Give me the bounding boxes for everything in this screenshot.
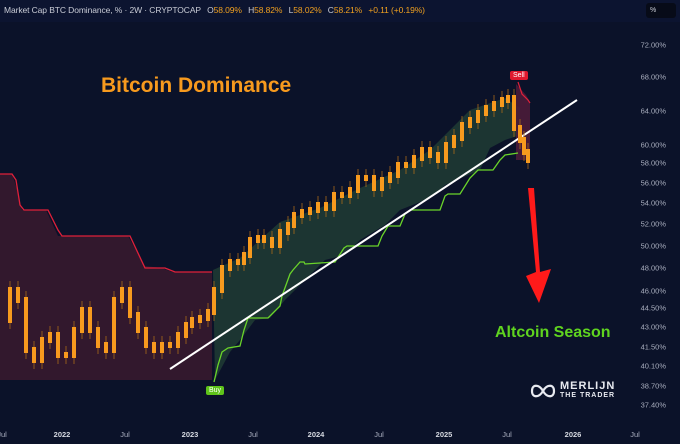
y-axis-label: 64.00% xyxy=(640,106,666,116)
logo-line1: MERLIJN xyxy=(560,380,616,392)
buy-signal-badge: Buy xyxy=(206,386,225,395)
symbol-title: Market Cap BTC Dominance, % · 2W · CRYPT… xyxy=(4,5,201,15)
y-axis-label: 58.00% xyxy=(640,158,666,168)
x-axis-label: 2024 xyxy=(307,430,325,439)
x-axis-label: Jul xyxy=(502,430,512,439)
down-arrow-icon xyxy=(526,188,551,303)
sell-stop-line xyxy=(517,81,531,104)
high-value: 58.82% xyxy=(254,5,283,15)
x-axis-label: Jul xyxy=(374,430,384,439)
x-axis-label: Jul xyxy=(248,430,258,439)
y-axis-label: 40.10% xyxy=(640,361,666,371)
y-axis-label: 52.00% xyxy=(640,219,666,229)
x-axis-label: 2026 xyxy=(564,430,582,439)
x-axis-label: Jul xyxy=(0,430,7,439)
support-line xyxy=(213,152,519,383)
low-value: 58.02% xyxy=(293,5,322,15)
y-axis-label: 48.00% xyxy=(640,263,666,273)
symbol-legend[interactable]: Market Cap BTC Dominance, % · 2W · CRYPT… xyxy=(4,5,425,15)
bear-band xyxy=(0,174,212,380)
y-axis-label: 37.40% xyxy=(640,400,666,410)
x-axis-label: Jul xyxy=(120,430,130,439)
merlijn-logo: MERLIJN THE TRADER xyxy=(530,380,630,402)
y-axis-label: 46.00% xyxy=(640,286,666,296)
y-axis-label: 60.00% xyxy=(640,140,666,150)
chart-title-annotation: Bitcoin Dominance xyxy=(101,74,292,97)
chart-header: Market Cap BTC Dominance, % · 2W · CRYPT… xyxy=(0,0,680,22)
sell-signal-badge: Sell xyxy=(510,71,528,80)
x-axis-label: 2025 xyxy=(435,430,453,439)
low-label: L xyxy=(288,5,294,15)
x-axis-label: Jul xyxy=(630,430,640,439)
infinity-logo-icon xyxy=(530,384,556,398)
bull-band xyxy=(213,98,520,380)
change-value: +0.11 (+0.19%) xyxy=(368,5,425,15)
open-value: 58.09% xyxy=(213,5,242,15)
y-axis-label: 41.50% xyxy=(640,342,666,352)
y-axis-label: 54.00% xyxy=(640,198,666,208)
close-value: 58.21% xyxy=(333,5,363,15)
x-axis-label: 2022 xyxy=(53,430,71,439)
unit-toggle-button[interactable]: % xyxy=(646,3,676,18)
logo-line2: THE TRADER xyxy=(560,392,616,399)
y-axis-label: 43.00% xyxy=(640,322,666,332)
candles xyxy=(8,89,530,369)
y-axis-label: 68.00% xyxy=(640,72,666,82)
y-axis-label: 50.00% xyxy=(640,241,666,251)
y-axis-label: 38.70% xyxy=(640,381,666,391)
altcoin-season-annotation: Altcoin Season xyxy=(495,324,611,341)
close-label: C xyxy=(327,5,334,15)
y-axis-label: 72.00% xyxy=(640,40,666,50)
high-label: H xyxy=(248,5,255,15)
y-axis-label: 56.00% xyxy=(640,178,666,188)
y-axis-label: 44.50% xyxy=(640,303,666,313)
open-label: O xyxy=(207,5,214,15)
resistance-line xyxy=(0,173,212,273)
trend-line xyxy=(169,99,578,370)
x-axis-label: 2023 xyxy=(181,430,199,439)
